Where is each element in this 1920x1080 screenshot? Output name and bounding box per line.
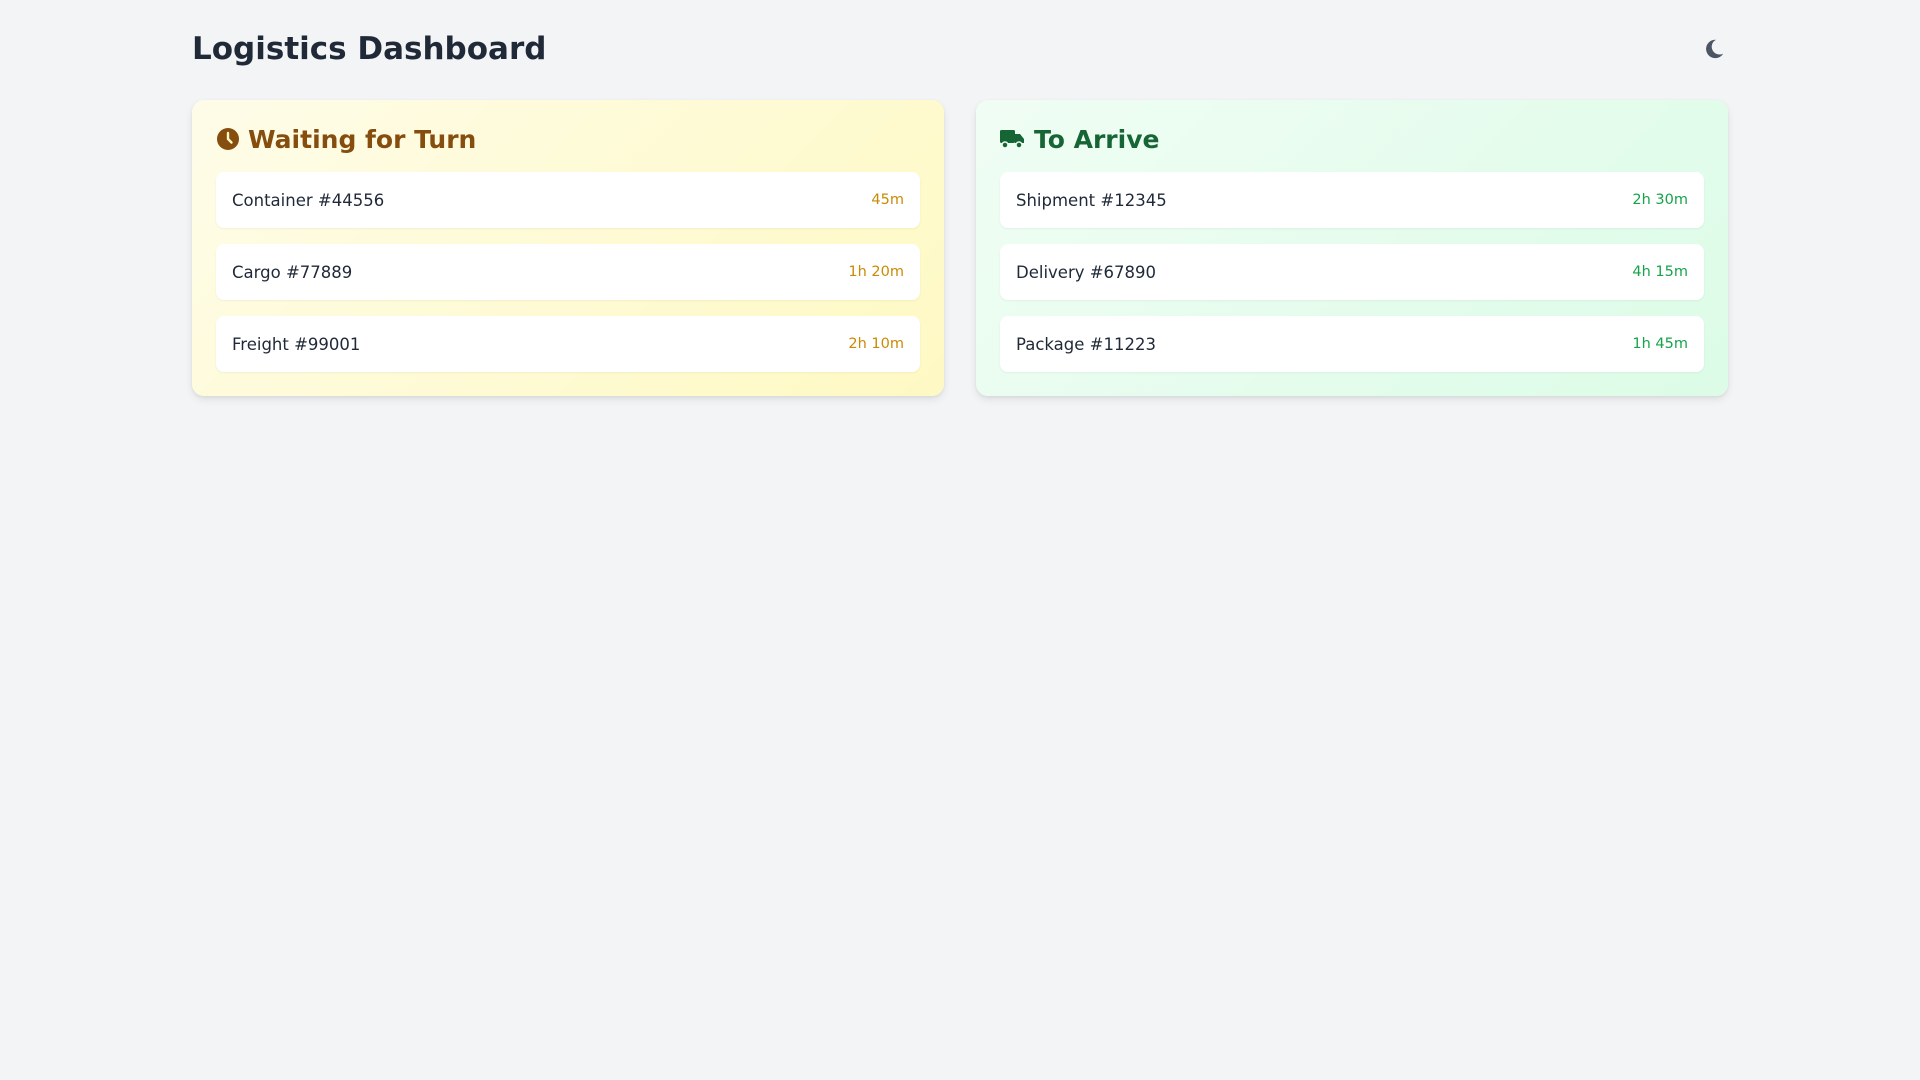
list-item[interactable]: Freight #99001 2h 10m: [216, 316, 920, 372]
list-item[interactable]: Shipment #12345 2h 30m: [1000, 172, 1704, 228]
item-time: 1h 45m: [1632, 336, 1688, 352]
card-title: Waiting for Turn: [248, 124, 477, 154]
truck-icon: [1000, 130, 1024, 149]
list-item[interactable]: Container #44556 45m: [216, 172, 920, 228]
waiting-for-turn-card: Waiting for Turn Container #44556 45m Carg…: [192, 100, 944, 396]
item-time: 45m: [871, 192, 904, 208]
list-item[interactable]: Delivery #67890 4h 15m: [1000, 244, 1704, 300]
item-name: Package #11223: [1016, 334, 1156, 354]
list-item[interactable]: Cargo #77889 1h 20m: [216, 244, 920, 300]
moon-icon: [1706, 39, 1724, 59]
page-title: Logistics Dashboard: [192, 31, 547, 67]
theme-toggle-button[interactable]: [1698, 33, 1730, 65]
item-name: Cargo #77889: [232, 262, 353, 282]
item-name: Container #44556: [232, 190, 385, 210]
clock-icon: [217, 128, 239, 150]
list-item[interactable]: Package #11223 1h 45m: [1000, 316, 1704, 372]
to-arrive-card: To Arrive Shipment #12345 2h 30m Delivery …: [976, 100, 1728, 396]
item-time: 4h 15m: [1632, 264, 1688, 280]
item-time: 2h 30m: [1632, 192, 1688, 208]
item-time: 1h 20m: [848, 264, 904, 280]
item-name: Shipment #12345: [1016, 190, 1167, 210]
page-header: Logistics Dashboard: [192, 26, 1728, 72]
card-title: To Arrive: [1034, 124, 1160, 154]
item-name: Freight #99001: [232, 334, 361, 354]
item-name: Delivery #67890: [1016, 262, 1157, 282]
item-time: 2h 10m: [848, 336, 904, 352]
